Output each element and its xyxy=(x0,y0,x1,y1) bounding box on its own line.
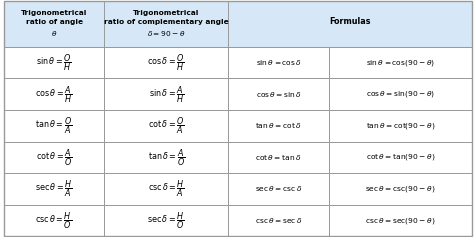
Bar xyxy=(104,173,228,205)
Text: $\tan\theta = \cot\delta$: $\tan\theta = \cot\delta$ xyxy=(255,121,302,130)
Bar xyxy=(329,141,472,173)
Text: Trigonometrical
ratio of angle
$\theta$: Trigonometrical ratio of angle $\theta$ xyxy=(21,10,87,38)
Bar xyxy=(4,110,104,141)
Bar xyxy=(4,173,104,205)
Bar xyxy=(329,173,472,205)
Bar xyxy=(104,78,228,110)
Bar xyxy=(4,47,104,78)
Text: $\sec\theta = \csc(90-\theta)$: $\sec\theta = \csc(90-\theta)$ xyxy=(365,184,436,194)
Bar xyxy=(228,78,329,110)
Text: $\csc\theta = \sec\delta$: $\csc\theta = \sec\delta$ xyxy=(255,216,302,225)
Text: $\sec\theta = \csc\delta$: $\sec\theta = \csc\delta$ xyxy=(255,184,302,193)
Text: Trigonometrical
ratio of complementary angle
$\delta = 90 - \theta$: Trigonometrical ratio of complementary a… xyxy=(104,10,228,38)
Text: $\cot\theta = \tan(90-\theta)$: $\cot\theta = \tan(90-\theta)$ xyxy=(365,152,435,162)
Text: $\sin\delta = \dfrac{A}{H}$: $\sin\delta = \dfrac{A}{H}$ xyxy=(149,84,184,105)
Bar xyxy=(4,78,104,110)
Text: $\csc\delta = \dfrac{H}{A}$: $\csc\delta = \dfrac{H}{A}$ xyxy=(148,179,185,199)
Text: $\csc\theta = \dfrac{H}{O}$: $\csc\theta = \dfrac{H}{O}$ xyxy=(36,210,73,231)
Text: $\sin\theta = \dfrac{O}{H}$: $\sin\theta = \dfrac{O}{H}$ xyxy=(36,52,72,73)
Bar xyxy=(4,141,104,173)
Text: Formulas: Formulas xyxy=(329,17,371,26)
Bar xyxy=(4,1,472,47)
Bar xyxy=(329,47,472,78)
Text: $\tan\theta = \cot(90-\theta)$: $\tan\theta = \cot(90-\theta)$ xyxy=(365,121,435,131)
Bar xyxy=(329,110,472,141)
Text: $\cos\theta = \sin\delta$: $\cos\theta = \sin\delta$ xyxy=(256,90,301,99)
Bar xyxy=(228,173,329,205)
Text: $\cos\theta = \sin(90-\theta)$: $\cos\theta = \sin(90-\theta)$ xyxy=(366,89,435,99)
Text: $\cot\delta = \dfrac{O}{A}$: $\cot\delta = \dfrac{O}{A}$ xyxy=(148,116,185,136)
Text: $\cos\delta = \dfrac{O}{H}$: $\cos\delta = \dfrac{O}{H}$ xyxy=(147,52,185,73)
Bar xyxy=(228,205,329,236)
Bar xyxy=(228,47,329,78)
Bar xyxy=(228,110,329,141)
Text: $\sin\theta = \cos\delta$: $\sin\theta = \cos\delta$ xyxy=(256,58,301,67)
Bar xyxy=(104,110,228,141)
Bar xyxy=(4,205,104,236)
Bar xyxy=(329,205,472,236)
Bar xyxy=(329,78,472,110)
Text: $\csc\theta = \sec(90-\theta)$: $\csc\theta = \sec(90-\theta)$ xyxy=(365,215,436,226)
Text: $\cot\theta = \dfrac{A}{O}$: $\cot\theta = \dfrac{A}{O}$ xyxy=(36,147,73,168)
Text: $\tan\theta = \dfrac{O}{A}$: $\tan\theta = \dfrac{O}{A}$ xyxy=(36,116,73,136)
Text: $\tan\delta = \dfrac{A}{O}$: $\tan\delta = \dfrac{A}{O}$ xyxy=(148,147,185,168)
Text: $\sec\theta = \dfrac{H}{A}$: $\sec\theta = \dfrac{H}{A}$ xyxy=(36,179,73,199)
Text: $\cot\theta = \tan\delta$: $\cot\theta = \tan\delta$ xyxy=(255,153,302,162)
Bar xyxy=(104,141,228,173)
Bar xyxy=(104,205,228,236)
Text: $\sin\theta = \cos(90-\theta)$: $\sin\theta = \cos(90-\theta)$ xyxy=(366,58,435,68)
Bar xyxy=(104,47,228,78)
Text: $\cos\theta = \dfrac{A}{H}$: $\cos\theta = \dfrac{A}{H}$ xyxy=(36,84,73,105)
Bar xyxy=(228,141,329,173)
Text: $\sec\delta = \dfrac{H}{O}$: $\sec\delta = \dfrac{H}{O}$ xyxy=(147,210,185,231)
